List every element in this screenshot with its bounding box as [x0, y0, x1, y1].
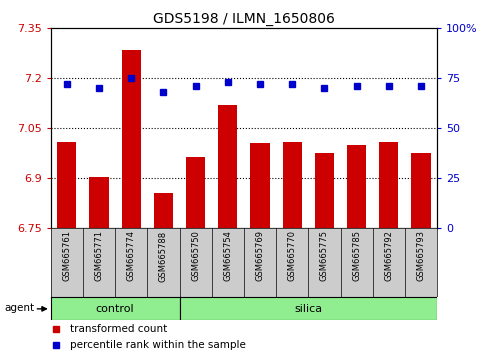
Bar [122, 50, 141, 228]
Bar [186, 157, 205, 228]
Text: GSM665788: GSM665788 [159, 230, 168, 281]
Text: GSM665754: GSM665754 [223, 230, 232, 281]
Text: control: control [96, 304, 134, 314]
Text: GSM665770: GSM665770 [288, 230, 297, 281]
Text: GSM665792: GSM665792 [384, 230, 393, 281]
Bar [379, 142, 398, 228]
Bar [347, 145, 366, 228]
Text: silica: silica [294, 304, 322, 314]
Text: GSM665750: GSM665750 [191, 230, 200, 281]
Bar [250, 143, 270, 228]
Text: transformed count: transformed count [70, 324, 167, 334]
Bar [315, 153, 334, 228]
Text: GSM665769: GSM665769 [256, 230, 265, 281]
Text: GSM665771: GSM665771 [95, 230, 103, 281]
Text: GSM665793: GSM665793 [416, 230, 426, 281]
Bar [57, 142, 76, 228]
Bar [89, 177, 109, 228]
Text: GSM665761: GSM665761 [62, 230, 71, 281]
Bar [154, 193, 173, 228]
Text: GSM665775: GSM665775 [320, 230, 329, 281]
Title: GDS5198 / ILMN_1650806: GDS5198 / ILMN_1650806 [153, 12, 335, 26]
Text: percentile rank within the sample: percentile rank within the sample [70, 340, 246, 350]
Text: agent: agent [4, 303, 34, 313]
Bar [218, 105, 238, 228]
Bar [412, 153, 431, 228]
Text: GSM665785: GSM665785 [352, 230, 361, 281]
Bar [283, 142, 302, 228]
Text: GSM665774: GSM665774 [127, 230, 136, 281]
